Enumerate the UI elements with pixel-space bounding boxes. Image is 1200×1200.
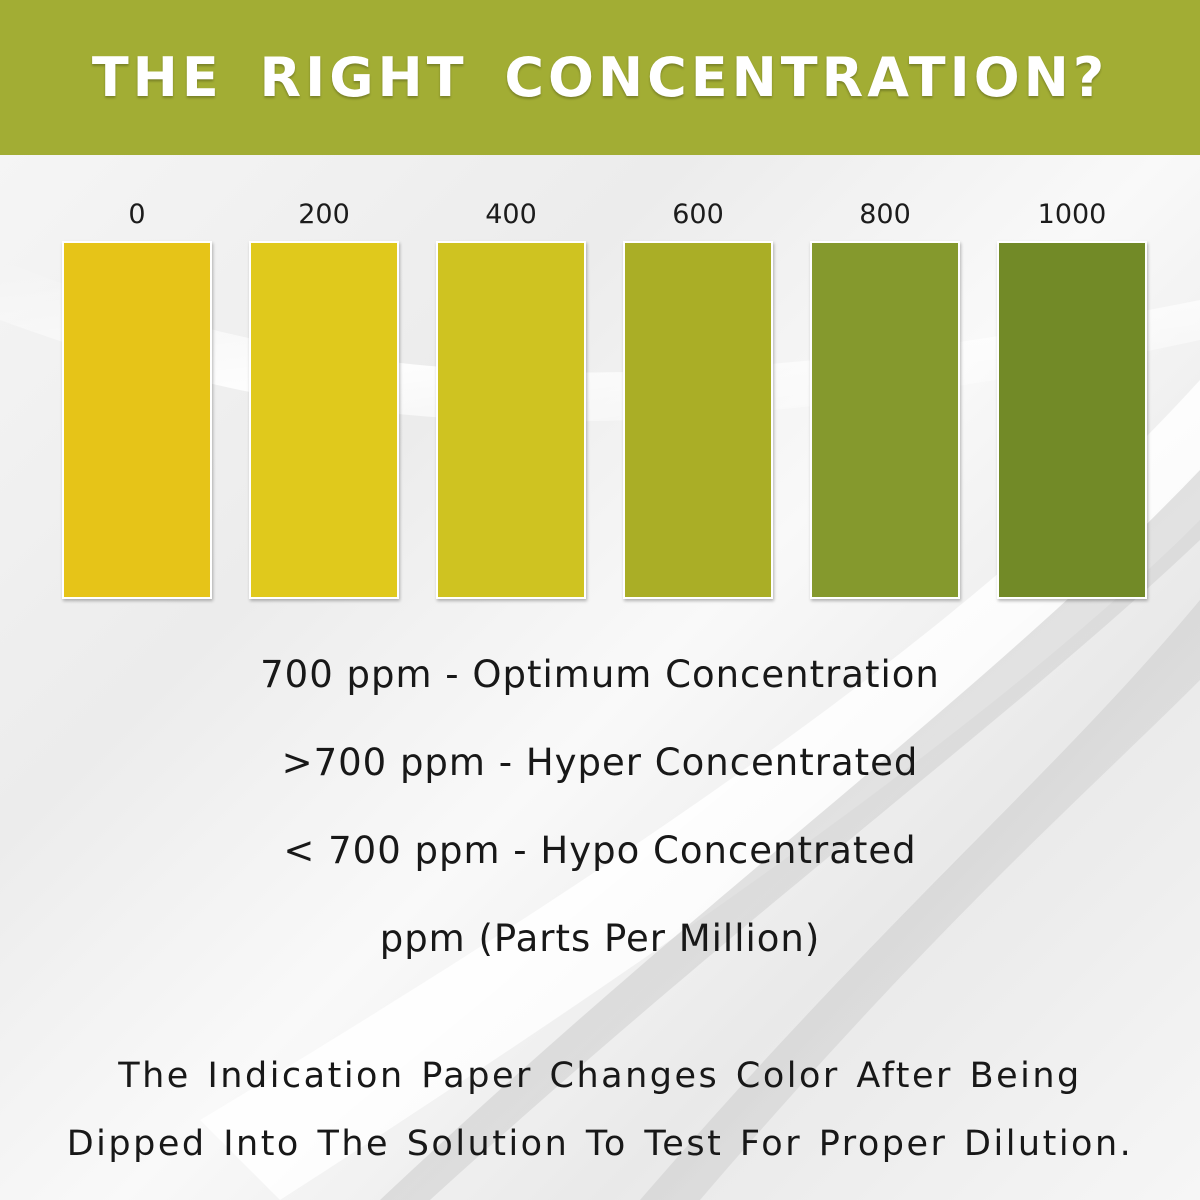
color-swatch-800 xyxy=(810,241,960,599)
page-title: THE RIGHT CONCENTRATION? xyxy=(91,46,1109,109)
color-swatch-400 xyxy=(436,241,586,599)
color-swatch-200 xyxy=(249,241,399,599)
color-swatch-600 xyxy=(623,241,773,599)
legend-optimum: 700 ppm - Optimum Concentration xyxy=(260,653,940,696)
header-banner: THE RIGHT CONCENTRATION? xyxy=(0,0,1200,155)
swatch-column-200: 200 xyxy=(249,195,399,600)
swatch-label-400: 400 xyxy=(485,199,537,230)
swatch-column-600: 600 xyxy=(623,195,773,600)
swatch-column-0: 0 xyxy=(62,195,212,600)
color-scale: 0 200 400 600 800 1000 xyxy=(62,195,1148,605)
legend-hypo: < 700 ppm - Hypo Concentrated xyxy=(283,829,917,872)
legend-ppm-definition: ppm (Parts Per Million) xyxy=(379,917,821,960)
swatch-column-1000: 1000 xyxy=(997,195,1147,600)
swatch-label-600: 600 xyxy=(672,199,724,230)
color-swatch-0 xyxy=(62,241,212,599)
swatch-label-800: 800 xyxy=(859,199,911,230)
swatch-column-800: 800 xyxy=(810,195,960,600)
footer-line-2: Dipped Into The Solution To Test For Pro… xyxy=(66,1124,1134,1164)
swatch-label-1000: 1000 xyxy=(1037,199,1107,230)
legend-hyper: >700 ppm - Hyper Concentrated xyxy=(281,741,919,784)
swatch-label-200: 200 xyxy=(298,199,350,230)
color-swatch-1000 xyxy=(997,241,1147,599)
swatch-column-400: 400 xyxy=(436,195,586,600)
footer-line-1: The Indication Paper Changes Color After… xyxy=(118,1056,1082,1096)
swatch-label-0: 0 xyxy=(128,199,146,230)
